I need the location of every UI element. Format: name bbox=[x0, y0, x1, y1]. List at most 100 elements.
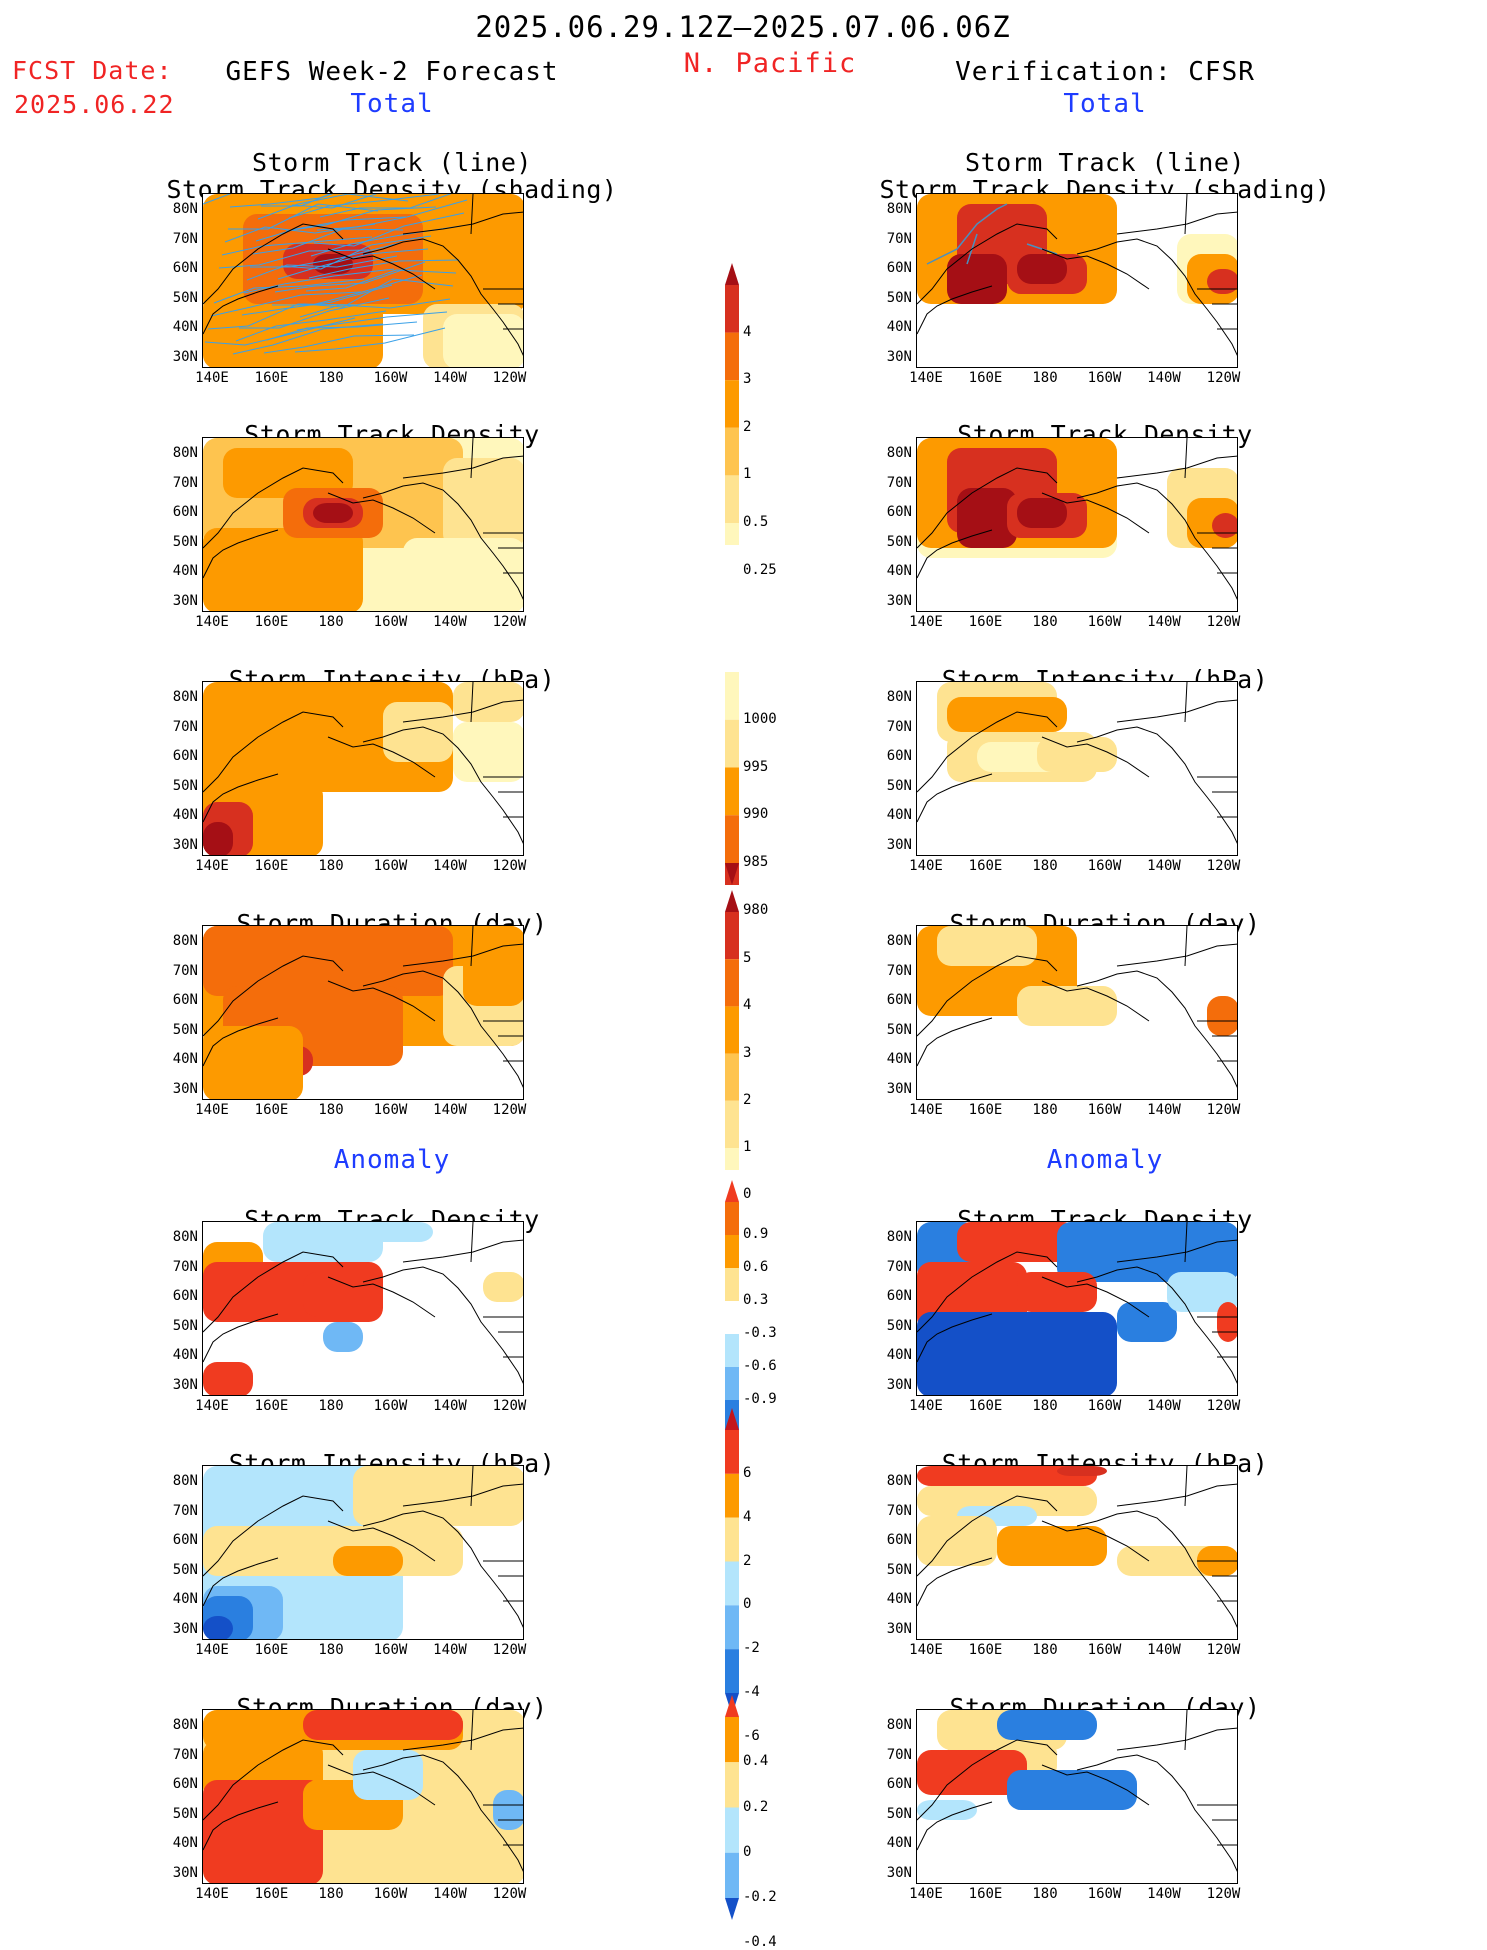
p5-right-coastline-3 bbox=[1041, 1276, 1150, 1318]
p5-right-lon-label: 180 bbox=[1032, 1398, 1058, 1414]
storm-track-line-11 bbox=[305, 269, 457, 292]
storm-track-line-35 bbox=[257, 194, 409, 220]
p5-left-coastline-3 bbox=[327, 1276, 436, 1318]
p2-right-lon-label: 160E bbox=[968, 614, 1003, 630]
storm-track-line-7 bbox=[213, 278, 365, 304]
p5-right-field-svg bbox=[917, 1222, 1237, 1395]
right-column-title: Verification: CFSR bbox=[955, 57, 1255, 87]
p3-right-lon-label: 120W bbox=[1206, 858, 1241, 874]
p6-right-shade-1 bbox=[1057, 1466, 1107, 1476]
p5-right-lon-label: 160E bbox=[968, 1398, 1003, 1414]
p5-right-lat-label: 50N bbox=[886, 1317, 912, 1334]
p3-left-coastline-5 bbox=[470, 682, 474, 723]
p7-left-coastline-1 bbox=[203, 1801, 279, 1851]
p6-left-coastline-2 bbox=[362, 1510, 523, 1628]
colorbar-anom_intensity-swatch-2 bbox=[725, 1473, 739, 1518]
p7-right-coastline-3 bbox=[1041, 1764, 1150, 1806]
p1-right-coastline-4 bbox=[1116, 211, 1237, 235]
p2-right-coastline-5 bbox=[1184, 438, 1188, 479]
p6-left-lon-label: 160E bbox=[254, 1642, 289, 1658]
storm-track-line-16 bbox=[210, 291, 362, 317]
colorbar-density-label: 0.25 bbox=[743, 561, 777, 578]
p3-right-lon-label: 160W bbox=[1087, 858, 1122, 874]
colorbar-anom_intensity-label: 0 bbox=[743, 1596, 752, 1613]
p5-right-shade-6 bbox=[1117, 1302, 1177, 1342]
p7-right-map bbox=[916, 1709, 1238, 1884]
p3-left-shade-3 bbox=[383, 702, 453, 762]
p6-right-coastline-0 bbox=[917, 1495, 1058, 1577]
p1-left-coastline-2 bbox=[362, 238, 523, 356]
p5-left-lat-label: 50N bbox=[172, 1317, 198, 1334]
colorbar-anom_density-swatch-3 bbox=[725, 1268, 739, 1301]
p2-right-coastline-4 bbox=[1116, 455, 1237, 479]
p1-right-lat-label: 70N bbox=[886, 230, 912, 247]
p7-right-lon-label: 160W bbox=[1087, 1886, 1122, 1902]
p6-right-shade-0 bbox=[917, 1466, 1097, 1486]
p1-left-lon-label: 180 bbox=[318, 370, 344, 386]
p2-left-coastline-4 bbox=[402, 455, 523, 479]
storm-track-line-27 bbox=[313, 212, 465, 247]
p7-right-lat-label: 80N bbox=[886, 1717, 912, 1733]
p5-left-field-svg bbox=[203, 1222, 523, 1395]
p2-left-lat-label: 30N bbox=[172, 592, 198, 609]
p3-left-coastline-3 bbox=[327, 736, 436, 778]
p6-right-lat-label: 50N bbox=[886, 1561, 912, 1578]
p6-right-lon-label: 140E bbox=[909, 1642, 943, 1658]
p7-right-lat-label: 40N bbox=[886, 1835, 912, 1851]
p2-right-lon-label: 140E bbox=[909, 614, 943, 630]
colorbar-intensity-label: 995 bbox=[743, 758, 769, 775]
colorbar-density-label: 2 bbox=[743, 418, 752, 435]
storm-track-line-38 bbox=[296, 311, 448, 331]
storm-track-line-15 bbox=[277, 248, 429, 280]
p3-left-lat-label: 80N bbox=[172, 689, 198, 705]
colorbar-duration-swatch-4 bbox=[725, 1053, 739, 1101]
p7-right-shade-1 bbox=[997, 1710, 1097, 1740]
p5-left-coastline-2 bbox=[362, 1266, 523, 1384]
p7-right-coastline-0 bbox=[917, 1739, 1058, 1821]
storm-track-line-28 bbox=[246, 255, 398, 281]
storm-track-line-19 bbox=[250, 242, 401, 268]
colorbar-density-label: 4 bbox=[743, 323, 752, 340]
p3-right-field-svg bbox=[917, 682, 1237, 844]
p4-left-lon-label: 180 bbox=[318, 1102, 344, 1118]
p1-right-lon-label: 120W bbox=[1206, 370, 1241, 386]
p4-left-shade-1 bbox=[203, 926, 453, 996]
colorbar-density bbox=[725, 263, 739, 545]
p2-left-lat-label: 40N bbox=[172, 563, 198, 579]
p2-left-lat-label: 60N bbox=[172, 504, 198, 520]
colorbar-anom_density-swatch-6 bbox=[725, 1367, 739, 1400]
p7-right-lat-label: 70N bbox=[886, 1746, 912, 1763]
colorbar-duration bbox=[725, 890, 739, 1170]
p6-left-lon-label: 160W bbox=[373, 1642, 408, 1658]
p5-left-map bbox=[202, 1221, 524, 1396]
right-total-label: Total bbox=[1063, 89, 1147, 119]
p5-right-shade-4 bbox=[1017, 1272, 1097, 1312]
p3-left-lat-label: 30N bbox=[172, 836, 198, 853]
colorbar-anom_duration-label: 0 bbox=[743, 1843, 752, 1860]
p2-left-lon-label: 180 bbox=[318, 614, 344, 630]
colorbar-anom_intensity-label: 2 bbox=[743, 1552, 752, 1569]
p3-left-map bbox=[202, 681, 524, 856]
p7-left-shade-4 bbox=[203, 1780, 323, 1883]
p1-right-shade-4 bbox=[1017, 254, 1067, 284]
storm-track-line-4 bbox=[294, 327, 446, 353]
p7-right-coastline-1 bbox=[917, 1801, 993, 1851]
p6-right-field-svg bbox=[917, 1466, 1237, 1628]
p3-left-lon-label: 160W bbox=[373, 858, 408, 874]
p7-left-lon-label: 140E bbox=[195, 1886, 229, 1902]
p5-left-lon-label: 160E bbox=[254, 1398, 289, 1414]
p7-left-shade-2 bbox=[303, 1710, 463, 1740]
p6-right-lon-label: 160E bbox=[968, 1642, 1003, 1658]
p5-right-shade-2 bbox=[1057, 1222, 1237, 1282]
p5-left-shade-6 bbox=[203, 1362, 253, 1395]
p4-left-coastline-3 bbox=[327, 980, 436, 1022]
p7-left-lon-label: 160E bbox=[254, 1886, 289, 1902]
colorbar-intensity-swatch-2 bbox=[725, 767, 739, 816]
p7-left-lat-label: 30N bbox=[172, 1864, 198, 1881]
p5-right-lon-label: 120W bbox=[1206, 1398, 1241, 1414]
storm-track-line-12 bbox=[239, 297, 390, 329]
p3-right-lon-label: 140E bbox=[909, 858, 943, 874]
colorbar-duration-swatch-1 bbox=[725, 912, 739, 960]
p2-left-shade-2 bbox=[203, 528, 363, 611]
p4-left-lon-label: 160E bbox=[254, 1102, 289, 1118]
